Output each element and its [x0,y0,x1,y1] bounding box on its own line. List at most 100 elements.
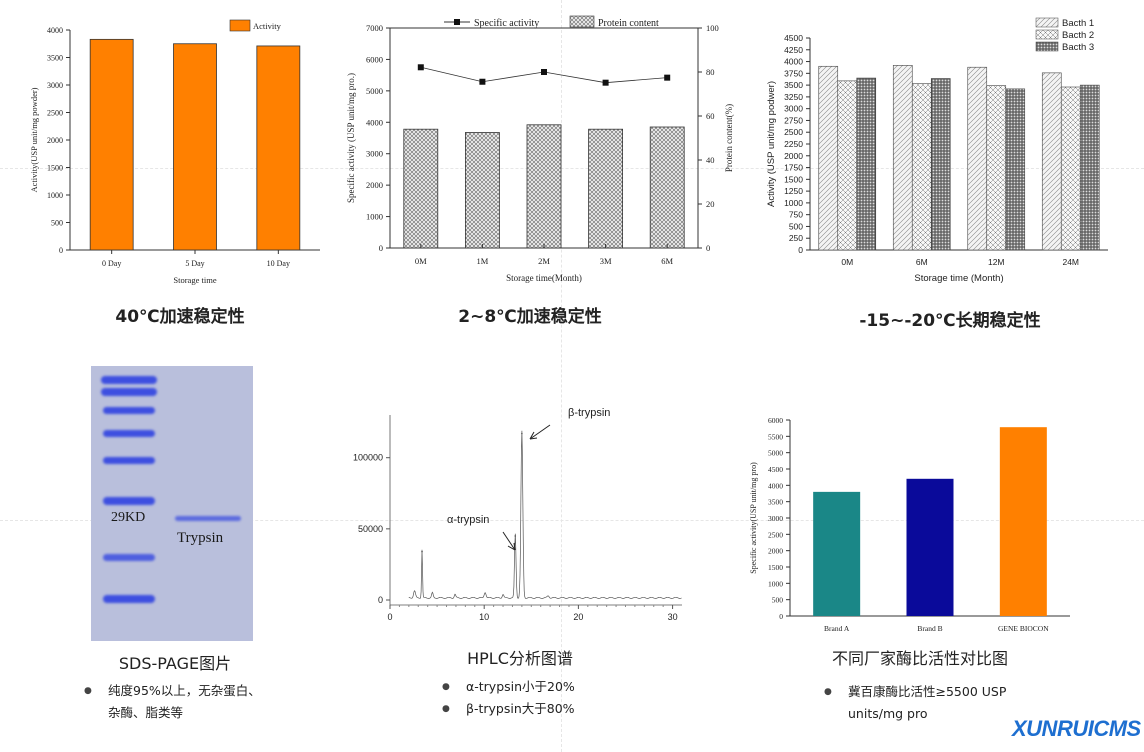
y-tick-label: 1250 [784,186,803,196]
y-tick-label: 4000 [47,26,63,35]
y-tick-label: 100000 [353,453,383,463]
bar [256,45,301,251]
line-point [479,78,486,85]
caption-sds-page: SDS-PAGE图片 [118,654,232,673]
y-tick-label: 3500 [47,54,63,63]
y-tick-label: 6000 [768,416,783,425]
legend-label: Bacth 2 [1062,30,1094,41]
chromatogram-trace [408,430,682,599]
sds-page-gel-image: 29KD Trypsin [91,366,253,641]
y-tick-label: 1000 [768,579,783,588]
y-tick-label: 2500 [47,109,63,118]
legend-swatch [569,15,595,28]
x-tick-label: 6M [916,257,928,267]
y-tick-label: 4250 [784,45,803,55]
x-tick-label: 3M [600,256,612,266]
y-right-tick-label: 60 [706,111,715,121]
legend-swatch [1035,41,1059,52]
y-tick-label: 250 [789,233,803,243]
y-tick-label: 1000 [784,198,803,208]
bar [986,85,1007,251]
y-axis-title: Specific activity (USP unit/mg pro.) [346,73,356,203]
x-tick-label: 2M [538,256,550,266]
y-tick-label: 4000 [366,117,383,127]
y-tick-label: 0 [59,246,63,255]
arrow-alpha-head [507,542,516,551]
annotation-alpha: α-trypsin [447,514,489,526]
marker-band [103,407,155,414]
bar [837,80,858,251]
bar [649,126,685,249]
caption-brands: 不同厂家酶比活性对比图 [831,649,1008,668]
bar [173,43,217,251]
bar [856,77,877,251]
x-axis-title: Storage time (Month) [914,273,1003,284]
y-tick-label: 3500 [768,498,783,507]
bar [1041,72,1062,251]
arrow-alpha [502,531,516,551]
bar [999,427,1047,616]
activity-2-8c-chart: 0 1000 2000 3000 4000 5000 6000 7000 0 20 40 60 80 10… [346,15,734,283]
y-tick-label: 1500 [47,164,63,173]
x-tick-label: Brand B [917,624,942,633]
y-tick-label: 2000 [366,180,383,190]
x-tick-label: 0 [387,612,392,622]
caption-40c: 40℃加速稳定性 [115,307,245,327]
y-tick-label: 750 [789,210,803,220]
y-tick-label: 5000 [366,86,383,96]
y-right-axis-title: Protein content(%) [724,104,734,172]
marker-band [103,457,155,464]
caption-2-8c: 2~8℃加速稳定性 [458,307,602,327]
bar [89,38,134,251]
x-tick-label: 0 Day [102,259,121,268]
y-tick-label: 2000 [47,136,63,145]
hplc-chromatogram: 0 50000 100000 0 10 20 30 α-trypsin β-trypsin [353,407,682,622]
hplc-note-item: α-trypsin小于20% [440,676,660,698]
y-tick-label: 4500 [784,33,803,43]
arrow-beta-head [529,431,538,440]
y-tick-label: 1000 [366,212,383,222]
y-tick-label: 0 [779,612,783,621]
trypsin-band [175,516,241,521]
y-axis-title: Specific activity(USP unit/mg pro) [749,462,758,574]
y-tick-label: 2500 [768,530,783,539]
y-tick-label: 2000 [784,151,803,161]
y-axis-title: Activity (USP unit/mg podwer) [766,81,777,207]
marker-band [101,388,157,396]
y-tick-label: 1750 [784,163,803,173]
y-axis-title: Activity(USP unit/mg powder) [29,87,39,192]
line-point [664,74,671,81]
legend-swatch [1035,17,1059,28]
guide-line [0,168,1144,169]
peak-apex [514,535,517,537]
x-tick-label: 24M [1062,257,1079,267]
y-tick-label: 500 [772,596,784,605]
legend-swatch [229,19,251,32]
y-tick-label: 7000 [366,23,383,33]
peak-apex [421,550,423,553]
hplc-note-item: β-trypsin大于80% [440,698,660,720]
bar [930,78,951,251]
bar [906,478,954,616]
bar [526,124,562,249]
arrow-beta [529,424,551,440]
lane-label-trypsin: Trypsin [177,530,224,546]
y-tick-label: 500 [51,219,63,228]
brand-note-item: 冀百康酶比活性≥5500 USP [822,681,1062,703]
x-tick-label: 10 [479,612,489,622]
bar [465,132,500,249]
y-tick-label: 500 [789,221,803,231]
legend-marker [454,19,460,25]
brand-logo: XUNRUICMS [1012,716,1141,741]
sds-note-item: 纯度95%以上，无杂蛋白、 [82,680,342,702]
x-axis-title: Storage time [173,275,216,285]
y-tick-label: 3000 [366,149,383,159]
y-tick-label: 4000 [784,57,803,67]
x-tick-label: 6M [661,256,673,266]
marker-label-29kd: 29KD [111,510,146,525]
hplc-notes: α-trypsin小于20% β-trypsin大于80% [440,676,660,720]
bar [403,128,439,249]
activity-40c-chart: 0 500 1000 1500 2000 2500 3000 3500 4000 0 Day 5 D… [29,19,320,285]
y-tick-label: 5500 [768,432,783,441]
y-right-tick-label: 100 [706,23,719,33]
